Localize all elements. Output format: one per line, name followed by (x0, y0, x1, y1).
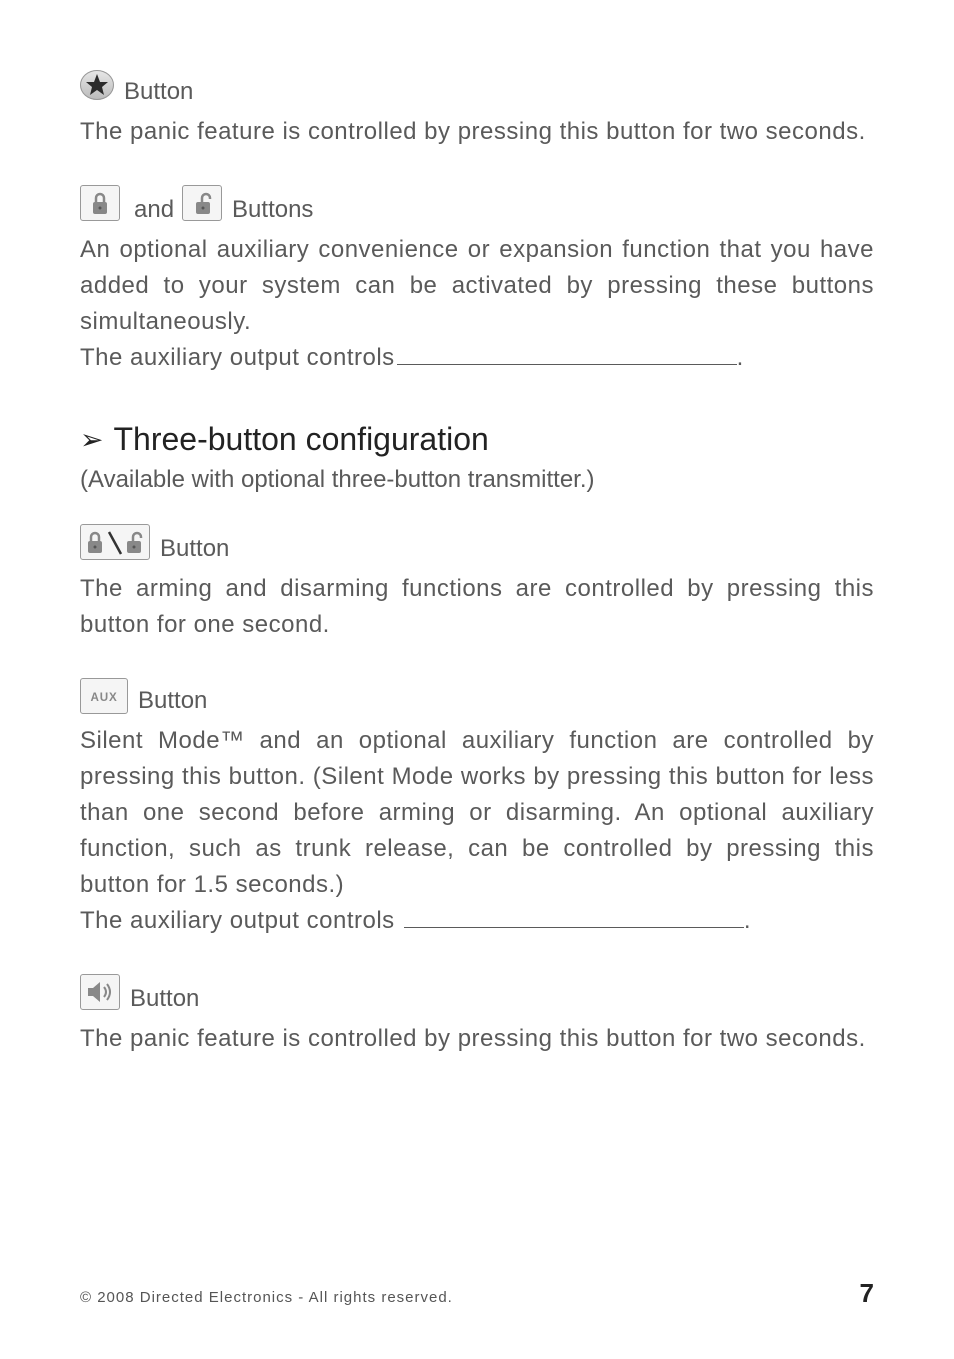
body-text: The arming and disarming functions are c… (80, 571, 874, 643)
button-label: Button (124, 78, 193, 106)
arm-disarm-icon (80, 524, 150, 560)
aux-suffix: . (744, 907, 751, 934)
unlock-icon (182, 185, 222, 221)
body-text: An optional auxiliary convenience or exp… (80, 232, 874, 340)
star-button-section: Button The panic feature is controlled b… (80, 70, 874, 150)
aux-suffix: . (737, 344, 744, 371)
body-text: The panic feature is controlled by press… (80, 1021, 874, 1057)
section-heading: ➢ Three-button configuration (80, 421, 874, 458)
body-text: The panic feature is controlled by press… (80, 114, 874, 150)
aux-icon: AUX (80, 678, 128, 714)
page-footer: © 2008 Directed Electronics - All rights… (80, 1278, 874, 1309)
subheading: (Available with optional three-button tr… (80, 466, 874, 494)
buttons-label: Buttons (232, 196, 313, 224)
body-text: Silent Mode™ and an optional auxiliary f… (80, 723, 874, 903)
panic-speaker-section: Button The panic feature is controlled b… (80, 974, 874, 1057)
aux-output-line: The auxiliary output controls. (80, 340, 874, 376)
lock-icon (80, 185, 120, 221)
aux-prefix: The auxiliary output controls (80, 344, 395, 371)
button-label: Button (138, 687, 207, 715)
icon-row: Button (80, 974, 874, 1013)
aux-section: AUX Button Silent Mode™ and an optional … (80, 678, 874, 939)
lock-unlock-section: and Buttons An optional auxiliary conven… (80, 185, 874, 376)
icon-row: and Buttons (80, 185, 874, 224)
star-icon (80, 70, 114, 100)
heading-text: Three-button configuration (113, 421, 488, 458)
button-label: Button (160, 535, 229, 563)
blank-line (404, 927, 744, 928)
arrow-icon: ➢ (80, 423, 103, 456)
icon-row: AUX Button (80, 678, 874, 715)
join-text: and (134, 196, 174, 224)
blank-line (397, 364, 737, 365)
icon-row: Button (80, 70, 874, 106)
icon-row: Button (80, 524, 874, 563)
arm-disarm-section: Button The arming and disarming function… (80, 524, 874, 643)
speaker-icon (80, 974, 120, 1010)
aux-prefix: The auxiliary output controls (80, 907, 402, 934)
svg-text:AUX: AUX (90, 691, 117, 704)
button-label: Button (130, 985, 199, 1013)
page-number: 7 (860, 1278, 874, 1309)
copyright-text: © 2008 Directed Electronics - All rights… (80, 1289, 453, 1306)
aux-output-line: The auxiliary output controls . (80, 903, 874, 939)
